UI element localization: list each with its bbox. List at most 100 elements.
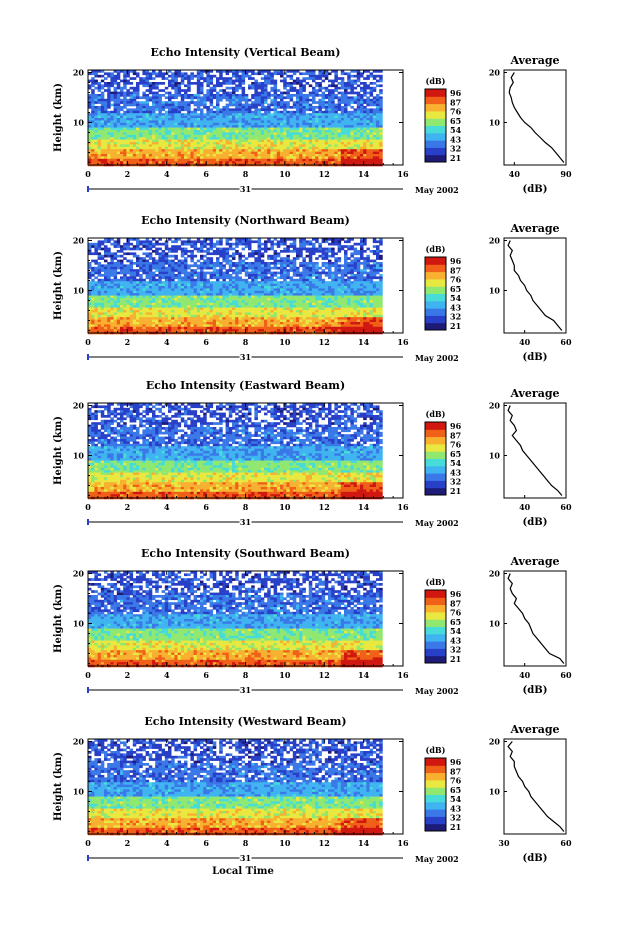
heatmap-cell xyxy=(369,266,374,270)
heatmap-cell xyxy=(257,127,262,131)
heatmap-cell xyxy=(292,146,297,150)
heatmap-cell xyxy=(107,154,111,157)
heatmap-cell xyxy=(276,161,281,164)
heatmap-cell xyxy=(292,151,297,155)
heatmap-cell xyxy=(136,278,140,282)
heatmap-cell xyxy=(264,240,268,244)
heatmap-cell xyxy=(177,259,182,263)
heatmap-cell xyxy=(337,149,342,152)
heatmap-cell xyxy=(216,137,220,140)
heatmap-cell xyxy=(113,132,118,136)
heatmap-cell xyxy=(123,274,127,277)
heatmap-cell xyxy=(177,276,182,280)
heatmap-cell xyxy=(280,98,284,102)
heatmap-cell xyxy=(88,137,92,140)
heatmap-cell xyxy=(174,110,178,114)
heatmap-cell xyxy=(308,252,313,256)
heatmap-cell xyxy=(308,254,313,258)
heatmap-cell xyxy=(206,134,210,138)
heatmap-cell xyxy=(126,158,130,162)
heatmap-cell xyxy=(216,288,220,292)
heatmap-cell xyxy=(328,264,332,268)
heatmap-cell xyxy=(145,240,150,244)
heatmap-cell xyxy=(315,266,319,270)
heatmap-cell xyxy=(91,118,95,121)
heatmap-cell xyxy=(283,86,287,90)
heatmap-cell xyxy=(334,106,338,109)
heatmap-cell xyxy=(308,264,313,268)
heatmap-cell xyxy=(334,134,338,138)
heatmap-cell xyxy=(273,262,278,265)
heatmap-cell xyxy=(296,149,300,152)
heatmap-cell xyxy=(200,86,204,90)
heatmap-cell xyxy=(353,269,358,272)
heatmap-cell xyxy=(260,70,265,73)
heatmap-cell xyxy=(318,274,322,277)
heatmap-cell xyxy=(292,110,297,114)
heatmap-cell xyxy=(344,103,348,107)
heatmap-cell xyxy=(200,271,204,275)
heatmap-cell xyxy=(251,106,255,109)
heatmap-cell xyxy=(91,103,95,107)
heatmap-cell xyxy=(113,276,118,280)
heatmap-cell xyxy=(203,149,207,152)
heatmap-cell xyxy=(148,254,153,258)
heatmap-cell xyxy=(286,245,290,248)
heatmap-cell xyxy=(174,122,178,126)
heatmap-cell xyxy=(372,110,377,114)
heatmap-cell xyxy=(369,290,374,294)
heatmap-cell xyxy=(177,238,182,241)
heatmap-cell xyxy=(369,113,374,116)
heatmap-cell xyxy=(161,101,166,104)
heatmap-cell xyxy=(158,144,162,148)
heatmap-cell xyxy=(353,122,358,126)
heatmap-cell xyxy=(164,151,169,155)
heatmap-cell xyxy=(296,154,300,157)
heatmap-cell xyxy=(219,72,223,76)
heatmap-cell xyxy=(267,262,271,265)
heatmap-cell xyxy=(244,161,249,164)
heatmap-cell xyxy=(299,94,303,97)
heatmap-cell xyxy=(296,77,300,80)
heatmap-cell xyxy=(206,89,210,92)
heatmap-cell xyxy=(347,91,351,95)
heatmap-cell xyxy=(248,115,252,119)
heatmap-cell xyxy=(209,91,214,95)
heatmap-cell xyxy=(209,113,214,116)
heatmap-cell xyxy=(344,262,348,265)
heatmap-cell xyxy=(152,137,156,140)
heatmap-cell xyxy=(145,84,150,88)
heatmap-cell xyxy=(174,149,178,152)
heatmap-cell xyxy=(283,82,287,85)
heatmap-cell xyxy=(257,242,262,246)
heatmap-cell xyxy=(132,142,137,145)
heatmap-cell xyxy=(120,149,124,152)
heatmap-cell xyxy=(241,259,246,263)
heatmap-cell xyxy=(104,98,108,102)
heatmap-cell xyxy=(104,132,108,136)
heatmap-cell xyxy=(321,74,326,78)
heatmap-cell xyxy=(232,113,236,116)
heatmap-cell xyxy=(257,161,262,164)
heatmap-cell xyxy=(369,134,374,138)
heatmap-cell xyxy=(168,82,172,85)
heatmap-cell xyxy=(177,122,182,126)
heatmap-cell xyxy=(145,74,150,78)
heatmap-cell xyxy=(196,278,201,282)
heatmap-cell xyxy=(254,262,258,265)
heatmap-cell xyxy=(225,154,230,157)
heatmap-cell xyxy=(241,127,246,131)
heatmap-cell xyxy=(168,146,172,150)
heatmap-cell xyxy=(366,91,370,95)
heatmap-cell xyxy=(273,125,278,128)
heatmap-cell xyxy=(152,77,156,80)
heatmap-cell xyxy=(152,106,156,109)
heatmap-cell xyxy=(196,115,201,119)
heatmap-cell xyxy=(209,290,214,294)
heatmap-cell xyxy=(104,134,108,138)
heatmap-cell xyxy=(321,91,326,95)
heatmap-cell xyxy=(145,113,150,116)
heatmap-cell xyxy=(129,276,134,280)
heatmap-cell xyxy=(340,276,345,280)
heatmap-cell xyxy=(174,120,178,124)
